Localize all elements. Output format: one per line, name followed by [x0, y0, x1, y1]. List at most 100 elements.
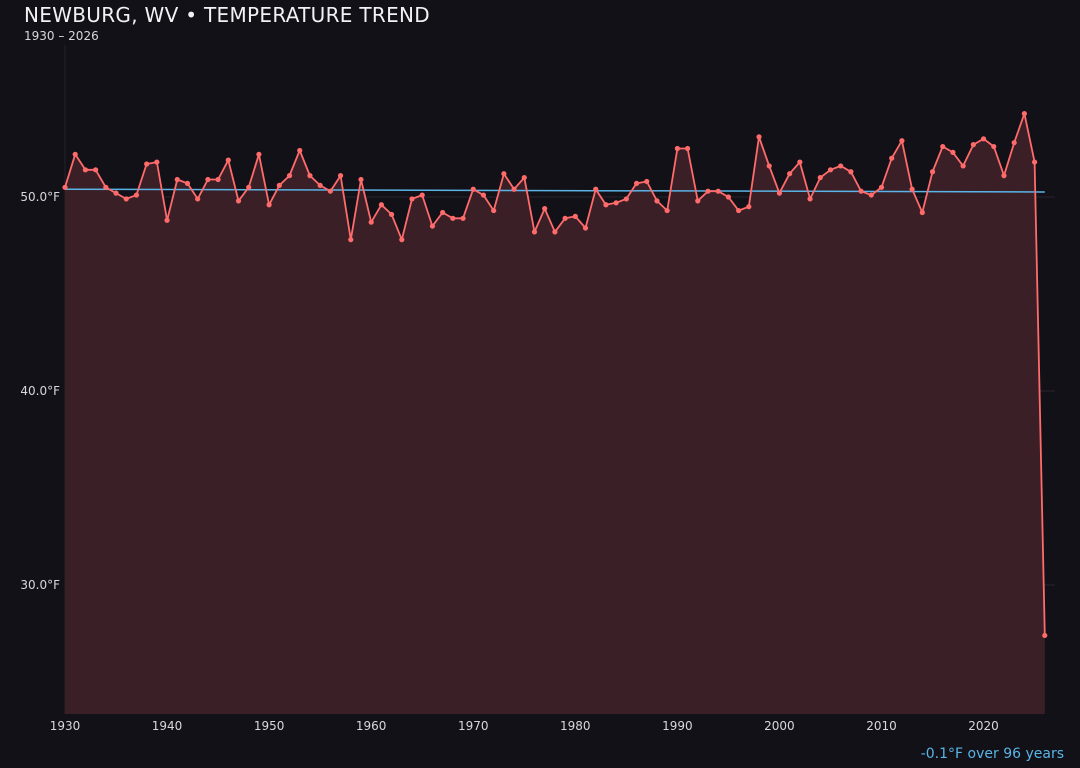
data-point — [348, 237, 354, 243]
x-tick-label: 2020 — [968, 719, 999, 733]
data-point — [317, 182, 323, 188]
x-tick-label: 1980 — [560, 719, 591, 733]
y-tick-label: 40.0°F — [20, 384, 60, 398]
data-point — [542, 206, 548, 212]
data-point — [776, 190, 783, 196]
data-point — [705, 188, 711, 194]
data-point — [419, 192, 425, 198]
trend-annotation: -0.1°F over 96 years — [920, 746, 1064, 762]
data-point — [623, 196, 629, 202]
data-point — [103, 184, 109, 190]
data-point — [552, 229, 558, 235]
data-point — [276, 182, 282, 188]
data-point — [960, 163, 966, 169]
data-point — [123, 196, 129, 202]
y-tick-label: 50.0°F — [20, 190, 60, 204]
data-point — [582, 225, 589, 231]
data-point — [940, 143, 946, 150]
data-point — [562, 215, 568, 221]
data-point — [838, 163, 844, 169]
data-point — [664, 207, 670, 214]
y-tick-label: 30.0°F — [20, 578, 60, 592]
data-point — [736, 207, 742, 214]
data-point — [1011, 140, 1017, 146]
data-point — [929, 169, 936, 175]
data-point — [725, 194, 732, 200]
data-point — [440, 209, 446, 216]
trend-line — [64, 188, 1045, 193]
data-point — [899, 138, 905, 144]
data-point — [337, 173, 344, 179]
x-tick-label: 1930 — [50, 719, 81, 733]
x-tick-label: 1950 — [254, 719, 285, 733]
data-point — [113, 190, 119, 196]
x-tick-label: 1970 — [458, 719, 489, 733]
data-point — [511, 186, 517, 192]
data-point — [399, 237, 405, 243]
data-point — [878, 184, 885, 190]
chart-title: NEWBURG, WV • TEMPERATURE TREND — [24, 3, 430, 27]
data-point — [358, 176, 364, 183]
data-point — [950, 149, 956, 155]
data-point — [195, 196, 201, 202]
data-point — [491, 207, 497, 214]
data-point — [868, 192, 874, 198]
data-point — [654, 198, 660, 204]
data-point — [409, 196, 415, 202]
data-point — [807, 196, 813, 202]
data-point — [72, 151, 78, 157]
data-point — [368, 219, 374, 225]
data-point — [307, 173, 313, 179]
data-point — [1021, 110, 1027, 117]
data-point — [613, 200, 619, 206]
data-point — [1031, 159, 1038, 165]
data-point — [184, 180, 191, 187]
data-point — [980, 136, 987, 142]
data-point — [746, 204, 752, 210]
data-point — [756, 134, 762, 140]
data-point — [889, 155, 895, 161]
data-point — [633, 180, 640, 187]
data-point — [787, 171, 793, 177]
data-point — [909, 186, 915, 192]
data-point — [521, 174, 527, 181]
x-tick-label: 2000 — [764, 719, 795, 733]
x-tick-label: 1940 — [152, 719, 183, 733]
x-tick-label: 1990 — [662, 719, 693, 733]
data-point — [429, 223, 436, 229]
data-point — [154, 159, 160, 165]
data-point — [82, 167, 89, 173]
data-point — [450, 215, 456, 221]
x-tick-label: 1960 — [356, 719, 387, 733]
data-point — [235, 198, 242, 204]
data-point — [674, 145, 680, 152]
data-point — [215, 176, 221, 183]
data-point — [480, 192, 487, 198]
x-tick-label: 2010 — [866, 719, 897, 733]
data-point — [1042, 632, 1048, 639]
data-point — [817, 174, 823, 181]
data-point — [470, 186, 476, 192]
data-point — [378, 202, 384, 208]
data-point — [174, 176, 180, 183]
data-point — [246, 184, 252, 190]
data-point — [572, 213, 578, 219]
data-point — [93, 167, 99, 173]
data-point — [695, 198, 701, 204]
data-point — [715, 188, 721, 194]
data-point — [286, 173, 293, 179]
data-point — [593, 186, 599, 192]
data-point — [858, 188, 864, 194]
data-point — [62, 184, 68, 190]
data-point — [827, 167, 834, 173]
data-point — [919, 209, 925, 216]
data-point — [144, 161, 150, 167]
data-point — [970, 142, 976, 148]
data-point — [797, 159, 803, 165]
data-point — [644, 178, 650, 185]
data-point — [297, 147, 303, 154]
data-point — [256, 151, 262, 157]
chart-subtitle: 1930 – 2026 — [24, 29, 99, 43]
data-point — [684, 145, 691, 152]
